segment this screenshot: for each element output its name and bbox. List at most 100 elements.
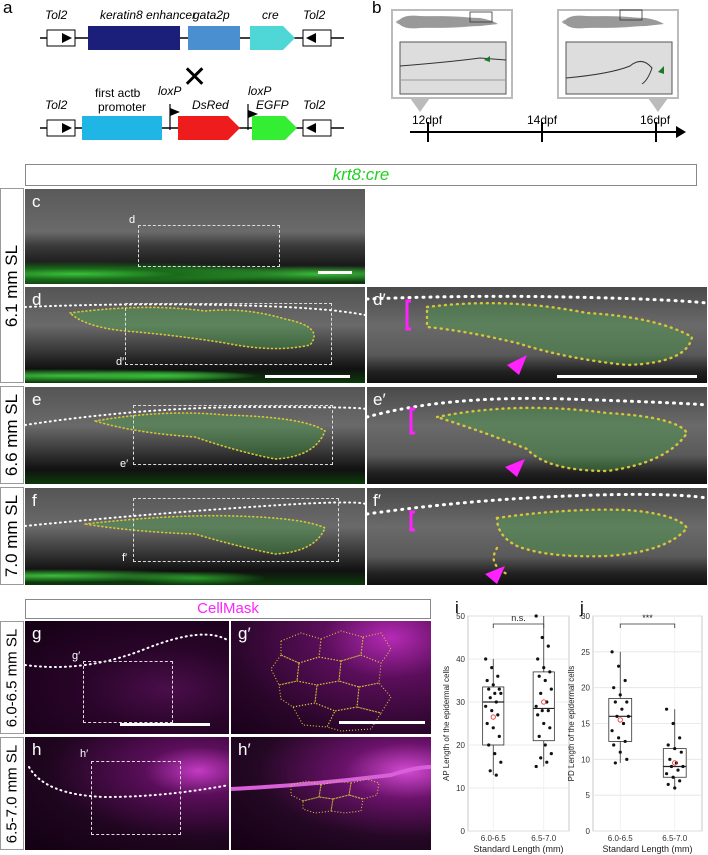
data-point xyxy=(618,750,622,754)
y-tick-label: 10 xyxy=(456,784,465,793)
x-tick-label: 6.5-7.0 xyxy=(662,834,687,843)
row-label-7-0mm: 7.0 mm SL xyxy=(0,487,24,585)
data-point xyxy=(613,700,617,704)
data-point xyxy=(534,704,538,708)
row-label-6-1mm: 6.1 mm SL xyxy=(0,188,24,383)
cre-arrow xyxy=(250,26,295,50)
krt8-cre-label: krt8:cre xyxy=(332,165,390,184)
panel-label-h: h xyxy=(32,740,42,759)
data-point xyxy=(681,764,685,769)
data-point xyxy=(497,687,501,691)
cellmask-label: CellMask xyxy=(197,600,259,617)
data-point xyxy=(549,687,553,691)
y-tick-label: 40 xyxy=(456,655,465,664)
data-point xyxy=(610,729,614,733)
data-point xyxy=(612,686,616,690)
dsred-arrow xyxy=(178,116,240,140)
mean-marker xyxy=(672,760,678,766)
data-point xyxy=(664,707,669,711)
construct-diagram xyxy=(40,26,344,140)
data-point xyxy=(626,714,631,718)
arrowhead-eprime xyxy=(505,459,525,477)
cre-label: cre xyxy=(262,8,279,22)
panel-label-f: f xyxy=(32,491,37,510)
x-axis-label: Standard Length (mm) xyxy=(473,844,563,854)
micrograph-e xyxy=(25,387,365,484)
data-point xyxy=(487,687,491,691)
micrograph-d xyxy=(25,287,365,383)
row-label-6-0-6-5mm: 6.0-6.5 mm SL xyxy=(0,621,24,734)
egfp-label: EGFP xyxy=(256,98,289,112)
loxp-label-2: loxP xyxy=(248,84,272,98)
data-point xyxy=(671,775,675,779)
cell-outlines-h xyxy=(231,765,431,814)
tol2-right-box-2 xyxy=(302,119,332,137)
data-point xyxy=(546,709,550,713)
keratin8-enhancer-box xyxy=(88,26,180,50)
scale-bar-gprime xyxy=(339,721,425,724)
micrograph-gprime xyxy=(231,621,431,734)
data-point xyxy=(490,709,494,713)
data-point xyxy=(487,743,491,747)
inset-box-dprime xyxy=(125,303,332,365)
row-label-6-6mm: 6.6 mm SL xyxy=(0,386,24,484)
inset-label-eprime: e′ xyxy=(120,458,129,470)
gata2p-box xyxy=(188,26,240,50)
data-point xyxy=(546,644,550,648)
data-point xyxy=(617,736,621,740)
data-point xyxy=(540,709,544,713)
y-tick-label: 10 xyxy=(581,755,590,764)
data-point xyxy=(669,764,674,769)
panel-label-gprime: g′ xyxy=(238,624,251,643)
tol2-right-arrow-2 xyxy=(306,123,316,133)
data-point xyxy=(536,657,540,661)
data-point xyxy=(549,752,553,756)
data-point xyxy=(623,739,627,744)
y-tick-label: 50 xyxy=(456,612,465,621)
x-tick-label: 6.0-6.5 xyxy=(608,834,633,843)
tol2-label-1l: Tol2 xyxy=(45,8,68,22)
data-point xyxy=(621,721,626,726)
panel-label-eprime: e′ xyxy=(373,390,386,409)
data-point xyxy=(666,743,670,747)
pointer-12dpf xyxy=(410,98,430,112)
data-point xyxy=(540,635,544,640)
data-point xyxy=(488,769,492,773)
mean-marker xyxy=(617,717,623,723)
data-point xyxy=(488,696,492,700)
tol2-left-arrow-1 xyxy=(62,33,72,43)
data-point xyxy=(494,700,498,704)
scale-bar-dprime xyxy=(557,375,697,378)
inset-box-hprime xyxy=(91,761,181,835)
data-point xyxy=(613,761,617,765)
data-point xyxy=(678,779,682,783)
cell-outlines-g xyxy=(270,630,392,732)
micrograph-eprime xyxy=(367,387,707,484)
tol2-left-arrow-2 xyxy=(62,123,72,133)
y-tick-label: 15 xyxy=(581,720,590,729)
data-point xyxy=(493,752,497,756)
enhancer-label: keratin8 enhancer xyxy=(100,8,197,22)
y-tick-label: 20 xyxy=(581,684,590,693)
data-point xyxy=(548,726,552,730)
panel-label-j: j xyxy=(580,598,584,617)
panel-label-hprime: h′ xyxy=(238,740,251,759)
micrograph-c xyxy=(25,189,365,284)
x-tick-label: 6.0-6.5 xyxy=(481,834,506,843)
data-point xyxy=(673,746,677,751)
inset-label-hprime: h′ xyxy=(80,748,89,760)
data-point xyxy=(620,707,624,711)
data-point xyxy=(615,714,619,718)
panel-label-c: c xyxy=(32,192,41,211)
micrograph-dprime xyxy=(367,287,707,383)
data-point xyxy=(542,721,546,726)
mean-marker xyxy=(541,699,547,705)
panel-label-d: d xyxy=(32,290,42,309)
x-axis-label: Standard Length (mm) xyxy=(602,844,692,854)
inset-box-gprime xyxy=(83,661,173,723)
tol2-label-2r: Tol2 xyxy=(303,98,326,112)
data-point xyxy=(543,743,547,747)
data-point xyxy=(539,756,543,760)
panel-label-g: g xyxy=(32,624,42,643)
data-point xyxy=(612,743,616,747)
